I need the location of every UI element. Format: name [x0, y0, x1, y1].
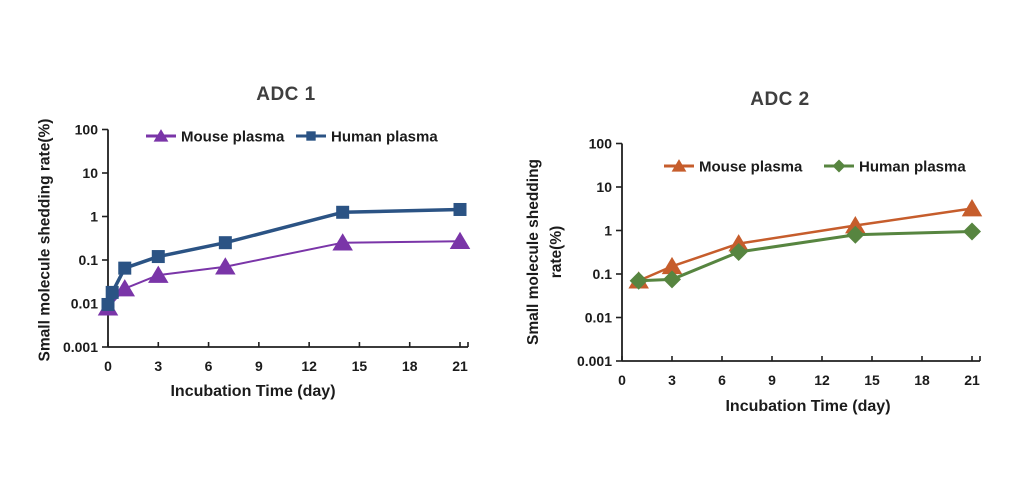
marker-mouse-plasma: [148, 265, 169, 283]
x-tick-label: 12: [301, 358, 317, 374]
adc2-chart: ADC 2 Small molecule shedding rate(%) 0.…: [512, 0, 1024, 489]
y-tick-label: 0.01: [585, 310, 612, 326]
x-tick-label: 15: [352, 358, 368, 374]
x-tick-label: 0: [618, 372, 626, 388]
marker-human-plasma: [151, 250, 165, 264]
y-tick-label: 0.1: [593, 266, 613, 282]
legend-label-mouse-plasma: Mouse plasma: [181, 129, 285, 146]
series-line-human-plasma: [638, 229, 973, 283]
y-tick-label: 100: [589, 136, 613, 152]
y-tick-label: 10: [596, 179, 612, 195]
x-tick-label: 12: [814, 372, 830, 388]
legend-marker-mouse-plasma: [671, 159, 687, 172]
adc1-plot-area: 0.001 0.01 0.1 1 10 100 0 3 6 9 12 15 18 21 Mouse plas…: [63, 122, 471, 374]
x-tick-label: 21: [452, 358, 468, 374]
adc2-x-axis-title: Incubation Time (day): [725, 398, 891, 415]
marker-human-plasma: [629, 271, 648, 290]
y-tick-label: 0.01: [71, 296, 98, 312]
marker-mouse-plasma: [114, 279, 136, 297]
adc2-plot-area: 0.001 0.01 0.1 1 10 100 0 3 6 9 12 15 18 21 Mouse plas…: [577, 136, 983, 388]
x-tick-label: 9: [768, 372, 776, 388]
y-tick-label: 0.001: [63, 339, 98, 355]
marker-mouse-plasma: [845, 216, 866, 234]
marker-human-plasma: [218, 236, 232, 250]
x-tick-label: 3: [668, 372, 676, 388]
marker-mouse-plasma: [961, 199, 983, 217]
marker-human-plasma: [453, 202, 467, 216]
x-tick-label: 18: [402, 358, 418, 374]
x-tick-label: 18: [914, 372, 930, 388]
legend-label-human-plasma: Human plasma: [859, 159, 966, 176]
series-line-mouse-plasma: [638, 207, 973, 282]
x-tick-label: 6: [718, 372, 726, 388]
y-tick-label: 0.001: [577, 353, 612, 369]
y-tick-label: 10: [82, 165, 98, 181]
x-tick-label: 15: [864, 372, 880, 388]
y-tick-label: 100: [75, 122, 99, 138]
marker-human-plasma: [846, 225, 865, 244]
adc1-x-axis-title: Incubation Time (day): [170, 383, 336, 400]
x-tick-label: 21: [964, 372, 980, 388]
marker-mouse-plasma: [215, 257, 236, 275]
x-tick-label: 0: [104, 358, 112, 374]
x-tick-label: 6: [205, 358, 213, 374]
marker-human-plasma: [963, 222, 981, 241]
marker-mouse-plasma: [449, 231, 471, 250]
marker-human-plasma: [105, 285, 119, 299]
adc1-title: ADC 1: [256, 84, 316, 105]
marker-human-plasma: [663, 270, 681, 289]
y-tick-label: 0.1: [79, 252, 99, 268]
y-tick-label: 1: [604, 223, 612, 239]
legend-marker-human-plasma: [306, 131, 316, 141]
marker-human-plasma: [101, 297, 115, 311]
adc2-title: ADC 2: [750, 89, 810, 110]
legend-marker-mouse-plasma: [153, 129, 169, 142]
x-tick-label: 9: [255, 358, 263, 374]
x-tick-label: 3: [154, 358, 162, 374]
legend-label-mouse-plasma: Mouse plasma: [699, 159, 803, 176]
marker-human-plasma: [336, 205, 350, 219]
marker-mouse-plasma: [661, 256, 683, 275]
marker-mouse-plasma: [728, 234, 749, 252]
y-tick-label: 1: [90, 209, 98, 225]
marker-human-plasma: [118, 261, 132, 275]
legend-marker-human-plasma: [832, 159, 846, 173]
marker-mouse-plasma: [332, 233, 353, 251]
adc1-chart: ADC 1 Small molecule shedding rate(%) 0.…: [37, 84, 471, 400]
legend-label-human-plasma: Human plasma: [331, 129, 438, 146]
marker-human-plasma: [729, 243, 748, 262]
